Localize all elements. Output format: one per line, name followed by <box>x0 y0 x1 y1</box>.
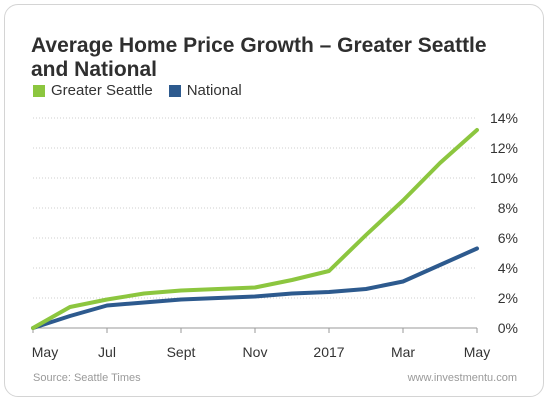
legend-item-greater-seattle: Greater Seattle <box>33 82 153 99</box>
y-tick-label: 0% <box>498 320 518 336</box>
x-tick-label: Sept <box>167 344 196 360</box>
x-tick-label: May <box>464 344 490 360</box>
x-tick-label: 2017 <box>313 344 344 360</box>
legend-swatch-greater-seattle <box>33 84 45 97</box>
x-tick-label: Mar <box>391 344 415 360</box>
series-line-national <box>31 246 479 330</box>
y-tick-label: 6% <box>498 230 518 246</box>
y-tick-label: 4% <box>498 260 518 276</box>
chart-legend: Greater Seattle National <box>33 82 258 99</box>
x-tick-label: May <box>32 344 58 360</box>
y-tick-label: 12% <box>490 140 518 156</box>
y-tick-label: 2% <box>498 290 518 306</box>
legend-item-national: National <box>168 82 242 99</box>
legend-label-greater-seattle: Greater Seattle <box>51 82 153 99</box>
y-tick-label: 8% <box>498 200 518 216</box>
x-tick-label: Jul <box>98 344 116 360</box>
x-tick-label: Nov <box>243 344 268 360</box>
chart-title: Average Home Price Growth – Greater Seat… <box>31 34 487 81</box>
y-tick-label: 14% <box>490 110 518 126</box>
legend-label-national: National <box>186 82 242 99</box>
legend-swatch-national <box>168 84 181 97</box>
site-credit: www.investmentu.com <box>407 372 517 384</box>
y-tick-label: 10% <box>490 170 518 186</box>
source-note: Source: Seattle Times <box>33 372 141 384</box>
series-line-greater-seattle <box>31 128 479 330</box>
chart-frame <box>4 4 544 397</box>
